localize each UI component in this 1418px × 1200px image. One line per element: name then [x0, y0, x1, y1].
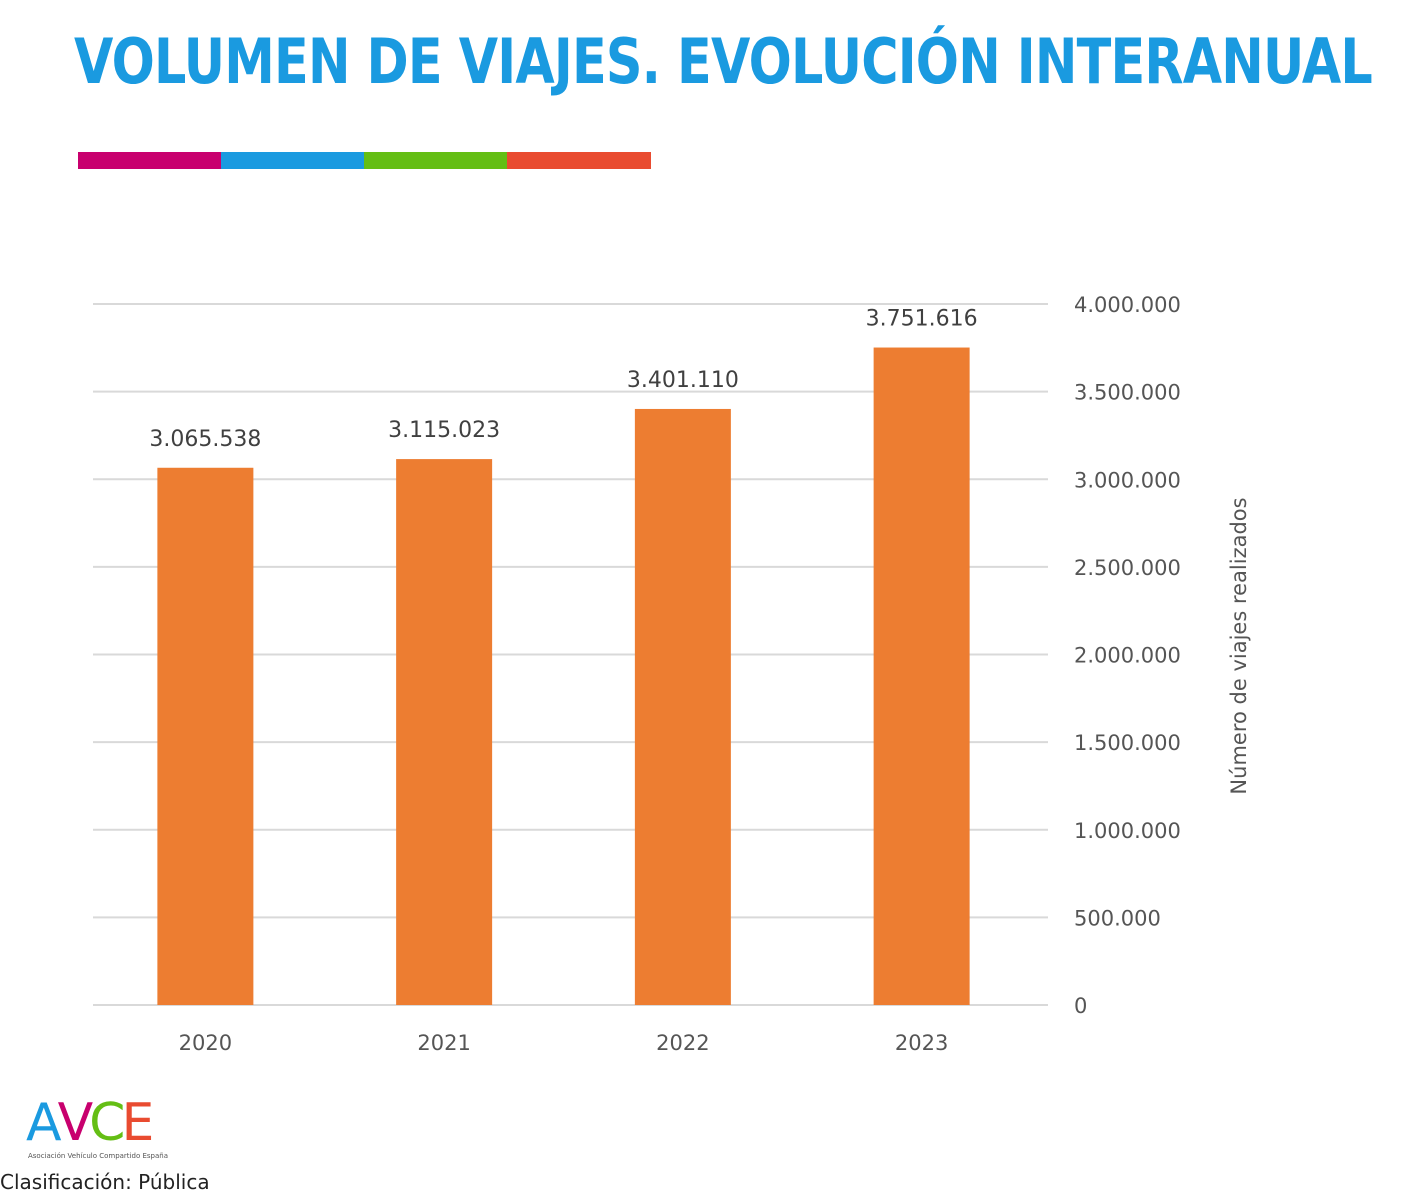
data-label: 3.115.023 [388, 418, 500, 443]
y-tick-label: 2.000.000 [1074, 644, 1181, 668]
avce-logo: AVCE [26, 1093, 154, 1153]
color-stripe-3 [364, 152, 507, 169]
bar-2022 [634, 408, 731, 1006]
y-tick-label: 3.000.000 [1074, 468, 1181, 492]
x-axis-ticks: 2020 2021 2022 2023 [179, 1031, 949, 1055]
x-tick-label: 2020 [179, 1031, 232, 1055]
color-stripe-1 [78, 152, 221, 169]
logo-letter-v: V [57, 1093, 94, 1153]
logo-subtitle: Asociación Vehículo Compartido España [28, 1152, 168, 1160]
y-tick-label: 0 [1074, 994, 1087, 1018]
x-tick-label: 2022 [656, 1031, 709, 1055]
data-label: 3.065.538 [149, 427, 261, 452]
y-tick-label: 1.500.000 [1074, 731, 1181, 755]
page-title: VOLUMEN DE VIAJES. EVOLUCIÓN INTERANUAL [74, 25, 1373, 98]
y-axis-ticks: 0 500.000 1.000.000 1.500.000 2.000.000 2.500… [1074, 293, 1181, 1018]
x-tick-label: 2021 [417, 1031, 470, 1055]
classification-label: Clasificación: Pública [0, 1170, 210, 1194]
x-tick-label: 2023 [895, 1031, 948, 1055]
logo-letter-c: C [89, 1093, 125, 1153]
y-tick-label: 1.000.000 [1074, 819, 1181, 843]
y-tick-label: 4.000.000 [1074, 293, 1181, 317]
logo-letter-e: E [121, 1093, 154, 1153]
color-stripe-4 [507, 152, 651, 169]
y-tick-label: 3.500.000 [1074, 381, 1181, 405]
data-label: 3.751.616 [866, 307, 978, 332]
data-labels: 3.065.538 3.115.023 3.401.110 3.751.616 [149, 307, 977, 452]
y-tick-label: 500.000 [1074, 906, 1161, 930]
bars [157, 347, 970, 1006]
bar-2021 [396, 459, 493, 1005]
bar-2023 [873, 347, 970, 1005]
logo-letter-a: A [26, 1093, 62, 1153]
y-axis-label: Número de viajes realizados [1227, 497, 1251, 794]
y-tick-label: 2.500.000 [1074, 556, 1181, 580]
data-label: 3.401.110 [627, 368, 739, 393]
bar-2020 [157, 467, 254, 1005]
color-stripe-2 [221, 152, 364, 169]
